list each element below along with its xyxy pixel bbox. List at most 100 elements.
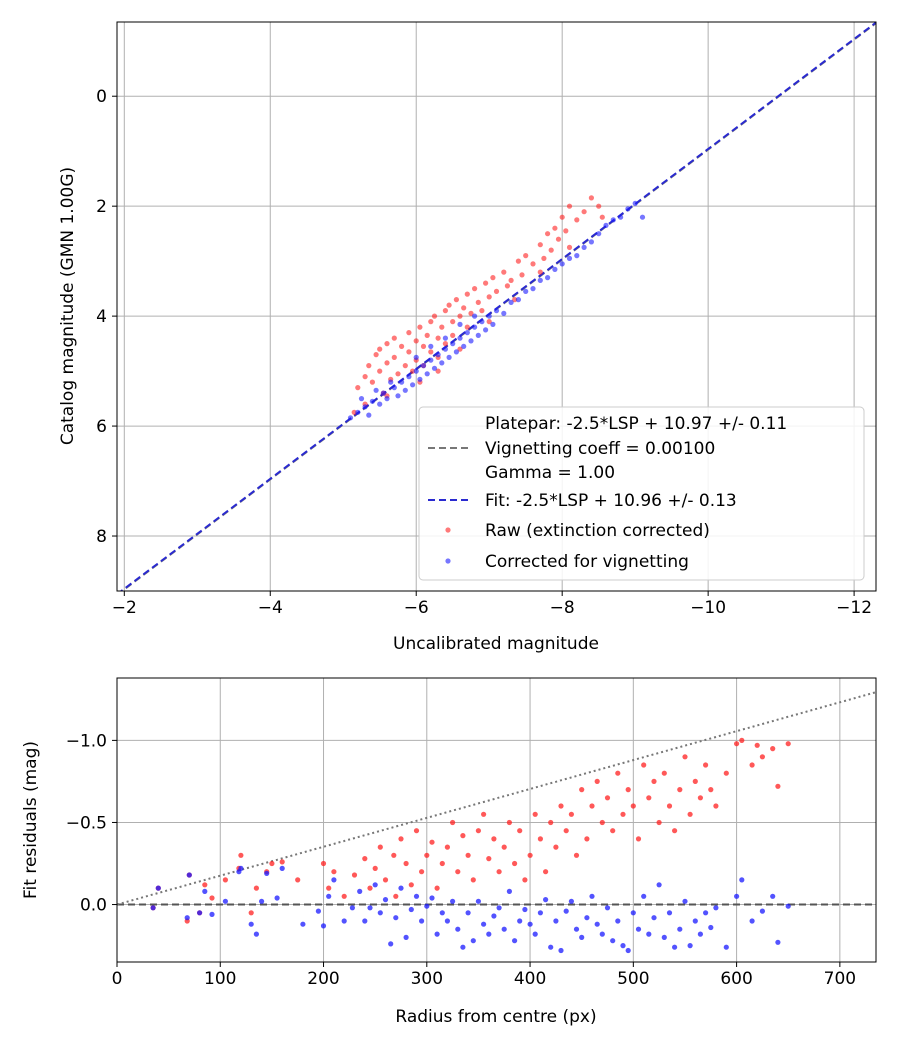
raw-point bbox=[453, 297, 459, 303]
raw-point bbox=[785, 741, 791, 747]
corrected-point bbox=[408, 906, 414, 913]
raw-point bbox=[428, 349, 434, 355]
corrected-point bbox=[581, 244, 587, 250]
raw-point bbox=[351, 409, 357, 415]
raw-point bbox=[599, 214, 605, 220]
vignetting-model-curve bbox=[117, 691, 876, 906]
raw-point bbox=[491, 836, 497, 842]
corrected-point bbox=[708, 924, 714, 931]
raw-point bbox=[666, 803, 673, 809]
corrected-point bbox=[439, 910, 445, 916]
y-tick-label: 0.0 bbox=[80, 896, 107, 916]
corrected-point bbox=[453, 349, 459, 355]
raw-point bbox=[651, 778, 657, 785]
corrected-point bbox=[349, 905, 355, 911]
corrected-point bbox=[410, 382, 416, 388]
corrected-point bbox=[646, 931, 652, 937]
raw-point bbox=[398, 836, 404, 842]
raw-point bbox=[464, 324, 470, 330]
corrected-point bbox=[620, 943, 626, 949]
corrected-point bbox=[362, 918, 368, 924]
raw-point bbox=[708, 787, 714, 793]
corrected-point bbox=[548, 944, 554, 950]
raw-point bbox=[604, 795, 611, 801]
corrected-point bbox=[150, 905, 156, 911]
corrected-point bbox=[759, 908, 766, 914]
raw-point bbox=[599, 819, 605, 826]
corrected-point bbox=[588, 239, 595, 245]
raw-point bbox=[470, 877, 476, 883]
corrected-point bbox=[428, 357, 434, 363]
raw-point bbox=[775, 783, 781, 789]
raw-point bbox=[530, 261, 536, 267]
corrected-point bbox=[279, 865, 285, 872]
y-tick-label: 2 bbox=[96, 197, 107, 217]
raw-point bbox=[519, 272, 525, 278]
raw-point bbox=[620, 811, 626, 817]
corrected-point bbox=[450, 898, 456, 904]
raw-point bbox=[508, 277, 514, 283]
raw-point bbox=[326, 885, 332, 891]
corrected-point bbox=[625, 206, 631, 212]
corrected-point bbox=[413, 368, 419, 374]
corrected-point bbox=[584, 915, 590, 921]
top-y-ticks: 0 2 4 6 8 bbox=[96, 87, 117, 547]
corrected-point bbox=[186, 872, 192, 878]
raw-point bbox=[541, 255, 547, 261]
x-tick-label: 300 bbox=[411, 969, 443, 989]
raw-point bbox=[413, 828, 420, 834]
corrected-point bbox=[402, 387, 408, 393]
corrected-point bbox=[388, 379, 394, 385]
raw-point bbox=[279, 859, 285, 865]
corrected-point bbox=[468, 338, 474, 344]
corrected-point bbox=[749, 918, 755, 924]
raw-point bbox=[295, 877, 301, 883]
corrected-point bbox=[367, 905, 373, 911]
raw-point bbox=[568, 811, 575, 817]
corrected-point bbox=[545, 275, 551, 281]
corrected-point bbox=[573, 926, 580, 932]
raw-point bbox=[496, 869, 502, 875]
corrected-point bbox=[559, 261, 565, 267]
corrected-point bbox=[341, 918, 347, 924]
legend-box bbox=[418, 406, 865, 581]
corrected-point bbox=[775, 939, 781, 945]
corrected-point bbox=[666, 910, 673, 916]
corrected-point bbox=[420, 363, 427, 369]
corrected-point bbox=[450, 341, 456, 347]
raw-point bbox=[723, 770, 729, 776]
raw-point bbox=[435, 335, 441, 341]
corrected-point bbox=[366, 412, 372, 418]
corrected-point bbox=[517, 918, 523, 924]
corrected-point bbox=[553, 918, 559, 924]
raw-point bbox=[594, 778, 600, 785]
top-x-ticks: −2 −4 −6 −8 −10 −12 bbox=[112, 591, 872, 618]
corrected-point bbox=[677, 926, 683, 932]
raw-point bbox=[457, 346, 463, 352]
raw-point bbox=[588, 195, 595, 201]
corrected-point bbox=[656, 882, 662, 888]
corrected-point bbox=[209, 911, 215, 918]
corrected-point bbox=[197, 910, 203, 916]
raw-point bbox=[367, 885, 373, 891]
raw-point bbox=[486, 319, 492, 325]
corrected-point bbox=[479, 319, 485, 325]
legend-vignetting-label: Vignetting coeff = 0.00100 bbox=[485, 439, 715, 459]
y-tick-label: 4 bbox=[96, 307, 107, 327]
raw-point bbox=[369, 379, 375, 385]
corrected-point bbox=[506, 888, 512, 895]
corrected-point bbox=[355, 409, 361, 415]
corrected-point bbox=[457, 335, 463, 341]
corrected-point bbox=[523, 288, 529, 294]
corrected-point bbox=[444, 918, 450, 924]
corrected-point bbox=[435, 352, 441, 358]
raw-point bbox=[656, 819, 662, 826]
y-tick-label: −0.5 bbox=[66, 813, 107, 833]
raw-point bbox=[382, 877, 389, 883]
raw-point bbox=[475, 299, 481, 305]
x-tick-label: −2 bbox=[112, 598, 137, 618]
corrected-point bbox=[472, 324, 478, 330]
raw-point bbox=[479, 308, 485, 314]
raw-point bbox=[248, 910, 254, 916]
raw-point bbox=[428, 319, 434, 325]
